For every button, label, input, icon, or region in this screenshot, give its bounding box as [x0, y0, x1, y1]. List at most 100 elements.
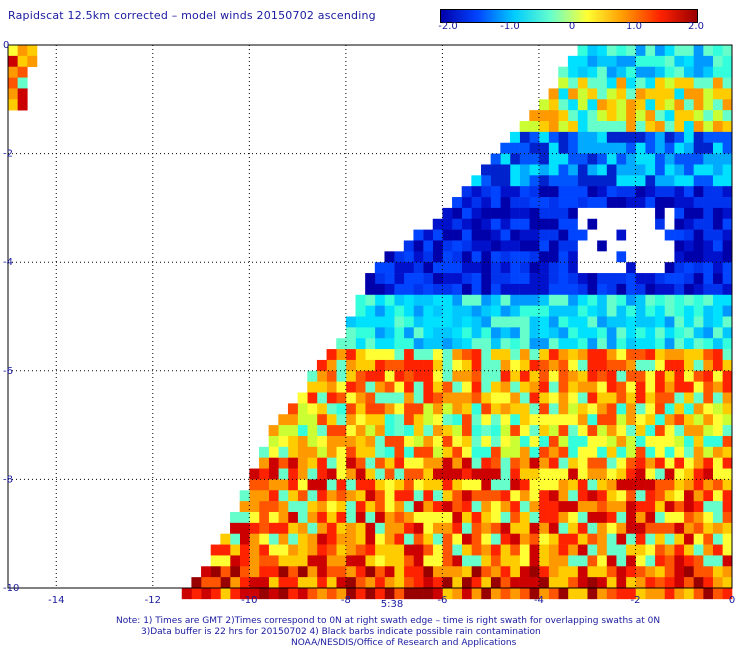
- swath-cell: [384, 555, 395, 567]
- swath-cell: [297, 544, 308, 556]
- swath-cell: [432, 229, 443, 241]
- swath-cell: [693, 88, 704, 100]
- swath-cell: [500, 229, 511, 241]
- swath-cell: [509, 501, 520, 513]
- swath-cell: [538, 577, 549, 589]
- swath-cell: [616, 131, 627, 144]
- x-tick-label: -8: [341, 595, 351, 606]
- swath-cell: [538, 479, 549, 491]
- swath-cell: [558, 121, 569, 133]
- swath-cell: [596, 327, 607, 339]
- swath-cell: [471, 490, 482, 502]
- swath-cell: [645, 251, 656, 263]
- swath-cell: [587, 316, 598, 328]
- swath-cell: [519, 207, 530, 220]
- swath-cell: [287, 425, 298, 437]
- swath-cell: [413, 294, 424, 306]
- swath-cell: [645, 131, 656, 144]
- swath-cell: [548, 273, 559, 285]
- swath-cell: [471, 273, 482, 285]
- swath-cell: [471, 392, 482, 404]
- swath-cell: [548, 338, 559, 350]
- swath-cell: [645, 66, 656, 78]
- swath-cell: [577, 435, 588, 448]
- swath-cell: [210, 577, 221, 589]
- swath-cell: [577, 66, 588, 78]
- swath-cell: [703, 283, 713, 296]
- swath-cell: [606, 479, 617, 491]
- swath-cell: [481, 305, 491, 317]
- swath-cell: [490, 490, 501, 502]
- swath-cell: [645, 207, 656, 220]
- swath-cell: [567, 327, 578, 339]
- swath-cell: [722, 435, 733, 448]
- swath-cell: [587, 121, 598, 133]
- swath-cell: [461, 283, 472, 296]
- swath-cell: [345, 435, 356, 448]
- swath-cell: [529, 229, 540, 241]
- swath-cell: [509, 381, 520, 393]
- swath-cell: [326, 479, 337, 491]
- swath-cell: [635, 164, 646, 176]
- swath-cell: [326, 468, 337, 480]
- swath-cell: [509, 577, 520, 589]
- swath-cell: [722, 55, 733, 68]
- swath-cell: [249, 501, 260, 513]
- swath-cell: [394, 490, 405, 502]
- swath-cell: [664, 327, 675, 339]
- swath-cell: [616, 207, 627, 220]
- swath-cell: [258, 522, 269, 534]
- swath-cell: [413, 544, 424, 556]
- swath-cell: [548, 327, 559, 339]
- swath-cell: [471, 435, 482, 448]
- swath-cell: [664, 588, 675, 600]
- swath-cell: [674, 316, 685, 328]
- swath-cell: [674, 490, 685, 502]
- swath-cell: [365, 566, 376, 578]
- swath-cell: [712, 588, 723, 600]
- swath-cell: [490, 392, 501, 404]
- swath-cell: [538, 229, 549, 241]
- swath-cell: [442, 479, 453, 491]
- swath-cell: [567, 197, 578, 209]
- swath-cell: [654, 186, 665, 198]
- swath-cell: [481, 588, 491, 600]
- swath-cell: [693, 555, 704, 567]
- swath-cell: [500, 522, 511, 534]
- swath-cell: [567, 544, 578, 556]
- swath-cell: [558, 110, 569, 122]
- swath-cell: [683, 142, 694, 154]
- swath-cell: [635, 66, 646, 78]
- swath-cell: [703, 501, 713, 513]
- swath-cell: [567, 66, 578, 78]
- swath-cell: [394, 501, 405, 513]
- swath-cell: [664, 490, 675, 502]
- swath-cell: [548, 316, 559, 328]
- swath-cell: [664, 164, 675, 176]
- swath-cell: [577, 533, 588, 545]
- swath-cell: [664, 403, 675, 415]
- swath-cell: [471, 262, 482, 274]
- swath-cell: [355, 501, 366, 513]
- swath-cell: [529, 251, 540, 263]
- swath-cell: [490, 479, 501, 491]
- swath-cell: [722, 197, 733, 209]
- swath-cell: [625, 88, 636, 100]
- swath-cell: [625, 522, 636, 534]
- swath-cell: [664, 142, 675, 154]
- swath-cell: [365, 327, 376, 339]
- swath-cell: [654, 218, 665, 230]
- swath-cell: [297, 511, 308, 524]
- swath-cell: [567, 392, 578, 404]
- swath-cell: [432, 533, 443, 545]
- swath-cell: [239, 511, 250, 524]
- swath-cell: [403, 338, 414, 350]
- swath-cell: [529, 207, 540, 220]
- swath-cell: [664, 522, 675, 534]
- swath-cell: [490, 273, 501, 285]
- swath-cell: [471, 533, 482, 545]
- swath-cell: [616, 164, 627, 176]
- swath-cell: [645, 45, 656, 57]
- swath-cell: [481, 197, 491, 209]
- swath-cell: [529, 338, 540, 350]
